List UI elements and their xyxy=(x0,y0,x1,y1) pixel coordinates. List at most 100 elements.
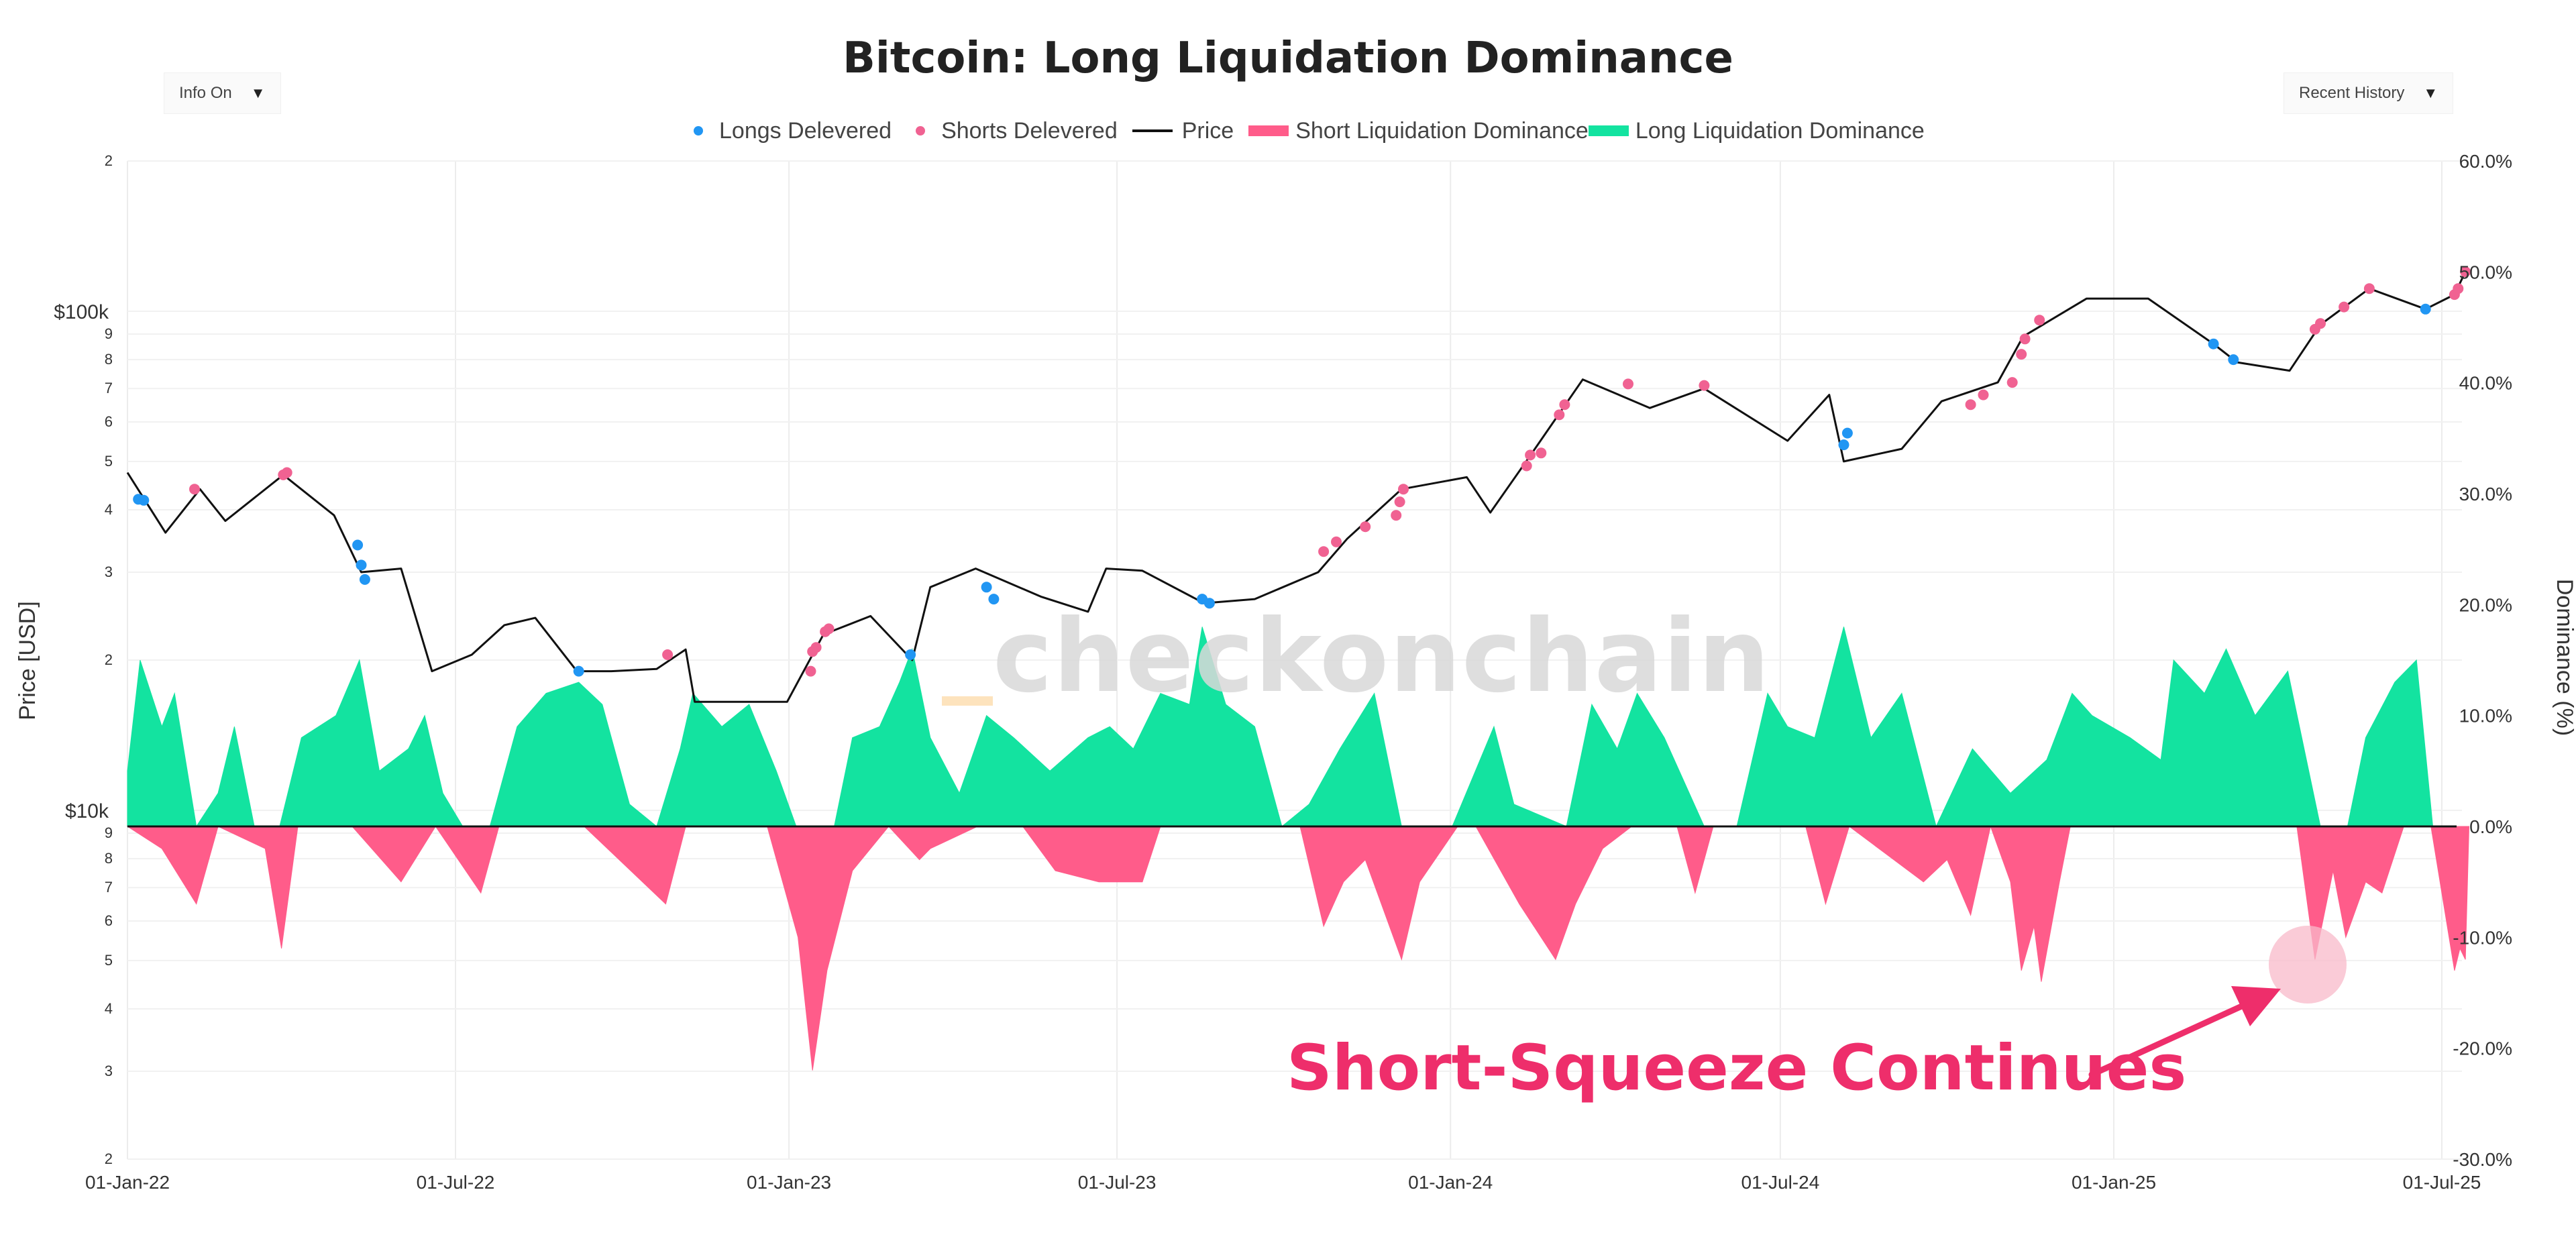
left-axis-ticks: 2 3 4 5 6 7 8 9 $10k 2 3 4 5 6 7 8 9 $100k 2 xyxy=(54,152,113,1167)
right-tick-label: 60.0% xyxy=(2459,151,2512,172)
legend-swatch-icon xyxy=(1248,125,1289,136)
short-delever-dot xyxy=(662,649,674,660)
short-delever-dot xyxy=(805,665,816,677)
short-delever-dot xyxy=(2339,301,2350,313)
long-delever-dot xyxy=(2228,354,2239,366)
short-delever-dot xyxy=(2006,377,2018,388)
left-tick-label: 4 xyxy=(105,1000,113,1017)
info-toggle-label: Info On xyxy=(179,84,232,102)
legend-swatch-icon xyxy=(1588,125,1629,136)
chart-legend: Longs Delevered Shorts Delevered Price S… xyxy=(684,114,1925,148)
long-delever-dot xyxy=(573,665,584,677)
short-delever-dot xyxy=(2019,333,2031,345)
left-tick-label: 6 xyxy=(105,413,113,430)
long-delever-dot xyxy=(352,539,364,551)
annotation-arrow-head xyxy=(2231,986,2281,1026)
right-tick-label: 50.0% xyxy=(2459,262,2512,282)
left-tick-label: 2 xyxy=(105,1150,113,1167)
long-delever-dot xyxy=(359,574,370,585)
left-tick-label: 7 xyxy=(105,380,113,396)
short-delever-dot xyxy=(1360,521,1371,533)
long-delever-dot xyxy=(905,649,916,660)
legend-label: Price xyxy=(1181,117,1234,144)
legend-item-price[interactable]: Price xyxy=(1132,118,1234,144)
x-tick-label: 01-Jul-23 xyxy=(1078,1172,1157,1193)
x-tick-label: 01-Jan-24 xyxy=(1408,1172,1493,1193)
left-tick-label: $10k xyxy=(65,800,109,822)
left-tick-label: 6 xyxy=(105,912,113,929)
delever-dots xyxy=(133,266,2471,677)
annotation-callout xyxy=(2088,926,2347,1078)
legend-item-long-dominance[interactable]: Long Liquidation Dominance xyxy=(1588,117,1925,144)
x-tick-label: 01-Jan-25 xyxy=(2072,1172,2156,1193)
short-delever-dot xyxy=(1331,536,1342,547)
caret-down-icon: ▼ xyxy=(2423,85,2438,101)
left-tick-label: 2 xyxy=(105,152,113,169)
caret-down-icon: ▼ xyxy=(250,85,266,101)
long-dominance-area xyxy=(127,627,2467,828)
info-toggle-dropdown[interactable]: Info On ▼ xyxy=(164,72,281,114)
x-tick-label: 01-Jul-25 xyxy=(2403,1172,2481,1193)
short-delever-dot xyxy=(2363,283,2375,294)
watermark-bar xyxy=(942,696,993,706)
short-delever-dot xyxy=(1699,380,1710,391)
short-delever-dot xyxy=(1623,378,1633,390)
short-delever-dot xyxy=(823,623,835,635)
long-delever-dot xyxy=(1841,427,1853,439)
left-tick-label: 9 xyxy=(105,325,113,342)
annotation-text: Short-Squeeze Continues xyxy=(1287,1032,2187,1105)
chart-title: Bitcoin: Long Liquidation Dominance xyxy=(843,34,1733,83)
x-tick-label: 01-Jul-24 xyxy=(1741,1172,1820,1193)
x-tick-label: 01-Jul-22 xyxy=(417,1172,495,1193)
short-delever-dot xyxy=(2016,349,2027,360)
legend-item-shorts-delevered[interactable]: Shorts Delevered xyxy=(906,118,1118,144)
left-tick-label: 2 xyxy=(105,651,113,668)
legend-label: Longs Delevered xyxy=(719,117,892,144)
long-delever-dot xyxy=(981,582,992,593)
right-tick-label: 30.0% xyxy=(2459,484,2512,504)
long-delever-dot xyxy=(2208,338,2219,349)
left-tick-label: 3 xyxy=(105,1063,113,1079)
right-tick-label: 20.0% xyxy=(2459,594,2512,615)
right-tick-label: -30.0% xyxy=(2453,1149,2512,1170)
left-tick-label: 8 xyxy=(105,850,113,867)
long-delever-dot xyxy=(2420,303,2431,315)
legend-item-short-dominance[interactable]: Short Liquidation Dominance xyxy=(1248,118,1589,144)
short-delever-dot xyxy=(2034,315,2045,326)
short-delever-dot xyxy=(2315,318,2326,329)
legend-dot-icon xyxy=(916,126,926,136)
short-delever-dot xyxy=(1978,389,1989,400)
left-tick-label: 8 xyxy=(105,351,113,368)
legend-item-longs-delevered[interactable]: Longs Delevered xyxy=(684,118,892,144)
left-tick-label: 5 xyxy=(105,453,113,470)
short-delever-dot xyxy=(1965,399,1976,411)
long-delever-dot xyxy=(1838,439,1849,451)
short-delever-dot xyxy=(1559,399,1570,411)
legend-dot-icon xyxy=(694,126,703,136)
short-delever-dot xyxy=(810,642,822,653)
x-tick-label: 01-Jan-22 xyxy=(85,1172,170,1193)
short-delever-dot xyxy=(189,484,200,495)
long-delever-dot xyxy=(1203,598,1215,609)
short-delever-dot xyxy=(2460,266,2471,278)
left-tick-label: 4 xyxy=(105,501,113,518)
long-dominance-series xyxy=(127,627,2467,828)
legend-label: Long Liquidation Dominance xyxy=(1635,117,1925,144)
right-tick-label: 0.0% xyxy=(2469,816,2512,837)
long-delever-dot xyxy=(356,559,367,571)
left-tick-label: 7 xyxy=(105,879,113,896)
short-delever-dot xyxy=(1398,484,1409,495)
short-delever-dot xyxy=(1525,449,1536,461)
legend-label: Shorts Delevered xyxy=(941,117,1118,144)
history-select-dropdown[interactable]: Recent History ▼ xyxy=(2284,72,2454,114)
short-delever-dot xyxy=(1521,460,1532,472)
short-delever-dot xyxy=(1394,496,1405,508)
annotation-arrow-shaft xyxy=(2088,1002,2248,1078)
short-delever-dot xyxy=(2453,283,2464,294)
left-tick-label: 5 xyxy=(105,952,113,969)
history-select-label: Recent History xyxy=(2299,84,2405,102)
short-delever-dot xyxy=(281,467,292,478)
right-tick-label: -10.0% xyxy=(2453,927,2512,948)
chart-gridlines xyxy=(127,160,2462,1160)
